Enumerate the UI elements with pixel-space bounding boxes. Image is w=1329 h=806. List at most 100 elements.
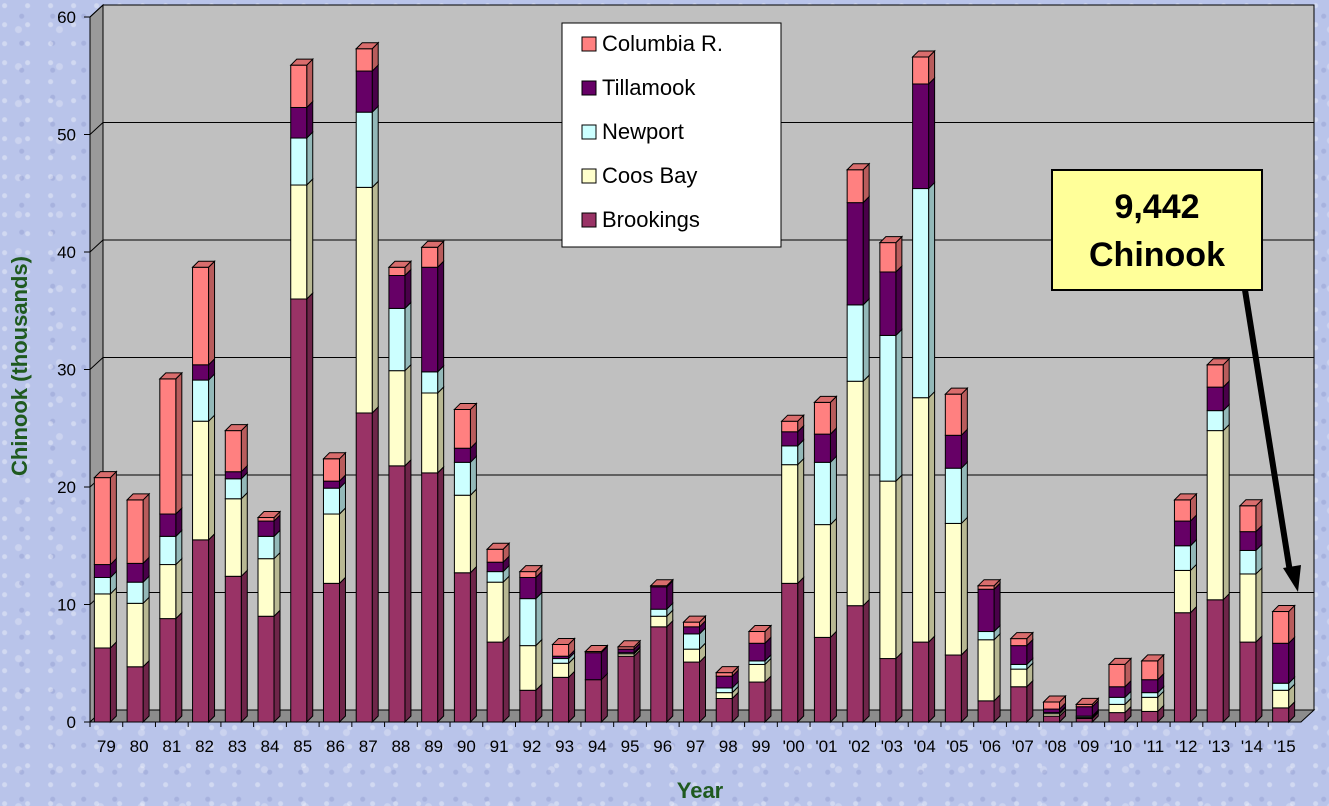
bar-stack — [911, 49, 936, 724]
bar-top-face — [387, 260, 413, 268]
bar-segment-side — [895, 651, 903, 724]
x-tick-label: 83 — [228, 737, 247, 756]
bar-segment — [912, 397, 930, 643]
bar-segment — [322, 480, 340, 489]
x-tick-label: '03 — [881, 737, 903, 756]
bar-stack — [354, 41, 380, 724]
bar-segment — [322, 458, 340, 482]
bar-stack — [93, 470, 118, 724]
x-tick-label: 80 — [130, 737, 149, 756]
bar-segment — [159, 618, 177, 723]
bar-stack — [485, 542, 511, 724]
x-tick-label: 82 — [195, 737, 214, 756]
bar-segment-side — [175, 611, 183, 724]
bar-segment — [879, 242, 897, 273]
x-tick-label: 93 — [555, 737, 574, 756]
bar-segment-side — [535, 638, 543, 692]
bar-segment — [552, 676, 570, 723]
legend-label: Tillamook — [602, 75, 696, 100]
bar-stack — [224, 423, 249, 724]
bar-segment — [1239, 531, 1257, 551]
legend-label: Columbia R. — [602, 31, 723, 56]
bar-segment-side — [1255, 634, 1263, 724]
bar-top-face — [1205, 358, 1231, 366]
bar-segment-side — [666, 619, 674, 724]
bar-stack — [1042, 694, 1067, 724]
bar-segment — [126, 666, 144, 723]
bar-segment — [93, 576, 111, 595]
bar-segment — [453, 572, 471, 723]
bar-segment-side — [862, 374, 870, 607]
bar-segment — [421, 246, 439, 268]
y-tick-label: 20 — [57, 478, 76, 497]
bar-segment — [519, 576, 537, 600]
bar-segment — [617, 655, 635, 723]
bar-segment-side — [306, 177, 314, 301]
bar-segment — [355, 111, 373, 188]
bar-segment-side — [895, 328, 903, 483]
bar-segment — [879, 658, 897, 723]
bar-segment — [748, 660, 766, 665]
bar-segment-side — [338, 576, 346, 724]
bar-segment — [748, 681, 766, 723]
x-tick-label: '00 — [783, 737, 805, 756]
bar-segment-side — [208, 532, 216, 724]
bar-stack — [289, 57, 314, 724]
x-tick-label: 87 — [359, 737, 378, 756]
bar-top-face — [93, 471, 118, 479]
y-axis-ticks: 0 10 20 30 40 50 60 — [57, 8, 76, 732]
x-tick-label: 81 — [162, 737, 181, 756]
bar-segment — [977, 631, 995, 641]
bar-segment — [1206, 430, 1224, 601]
bar-segment — [1108, 686, 1126, 698]
bar-top-face — [944, 387, 969, 395]
bar-segment-side — [862, 297, 870, 383]
bar-segment — [1010, 638, 1028, 647]
x-axis-title: Year — [677, 778, 724, 803]
legend-label: Brookings — [602, 207, 700, 232]
bar-segment — [1141, 679, 1159, 694]
bar-top-face — [682, 615, 707, 623]
x-tick-label: 89 — [424, 737, 443, 756]
x-tick-label: '02 — [848, 737, 870, 756]
bar-segment-side — [797, 457, 805, 585]
bar-stack — [1173, 492, 1198, 724]
bar-segment-side — [109, 470, 117, 566]
bar-top-face — [551, 637, 576, 645]
bar-segment — [159, 513, 177, 537]
callout-line-2: Chinook — [1089, 236, 1225, 274]
x-tick-label: '08 — [1044, 737, 1066, 756]
bar-segment — [421, 392, 439, 474]
bar-segment-side — [600, 672, 608, 724]
bar-segment-side — [404, 301, 412, 372]
bar-segment — [944, 522, 962, 656]
bar-segment — [683, 661, 700, 723]
bar-segment — [1239, 641, 1257, 723]
bar-segment — [650, 615, 668, 628]
bar-stack — [1140, 653, 1165, 724]
bar-stack — [387, 260, 413, 724]
bar-segment — [552, 643, 570, 657]
bar-segment — [355, 70, 373, 113]
bar-segment — [781, 582, 799, 723]
x-tick-label: '13 — [1208, 737, 1230, 756]
bar-segment — [486, 548, 504, 563]
bar-stack — [715, 665, 740, 724]
bar-top-face — [125, 493, 151, 501]
bar-stack — [682, 614, 707, 724]
bar-top-face — [1271, 605, 1296, 613]
bar-segment — [453, 408, 471, 449]
bar-segment-side — [404, 363, 412, 468]
bar-segment — [224, 478, 242, 500]
bar-stack — [551, 637, 576, 724]
legend-swatch — [581, 80, 597, 96]
bar-stack — [813, 395, 838, 724]
x-tick-label: '05 — [946, 737, 968, 756]
bar-segment — [1108, 703, 1126, 714]
bar-segment — [715, 675, 733, 689]
bar-segment-side — [1189, 605, 1197, 724]
bar-segment — [1272, 682, 1290, 691]
bar-segment — [552, 658, 570, 664]
bar-segment-side — [240, 491, 248, 578]
